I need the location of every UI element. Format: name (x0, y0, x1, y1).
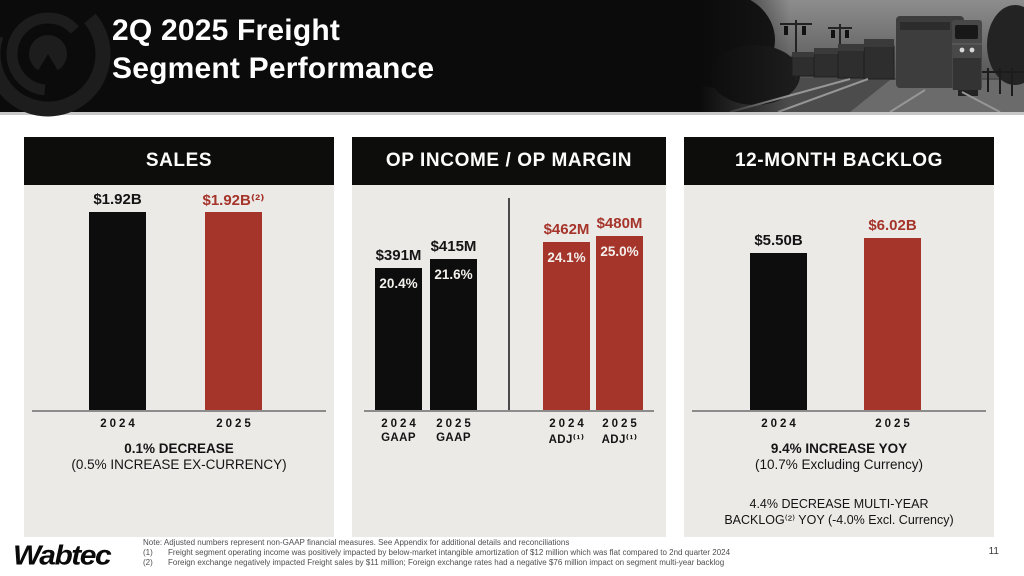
tick-sub: GAAP (436, 432, 471, 444)
op-income-bar-chart: $391M 20.4% 2024 GAAP $415M 21.6% 2025 GAAP $462… (352, 185, 666, 446)
backlog-multiyear-line1: 4.4% DECREASE MULTI-YEAR (749, 497, 929, 511)
backlog-summary-line1: 9.4% INCREASE YOY (770, 441, 908, 456)
tick-year: 2024 (100, 418, 138, 430)
tick-label-2025-adj: 2025 ADJ⁽¹⁾ (599, 418, 640, 446)
panel-backlog-title: 12-MONTH BACKLOG (684, 137, 994, 185)
tick-label-2025: 2025 (872, 418, 913, 430)
bar-2024-adj (543, 242, 590, 410)
tick-year: 2024 (549, 418, 587, 430)
tick-label-2025-gaap: 2025 GAAP (433, 418, 474, 444)
masthead: 2Q 2025 Freight Segment Performance (0, 0, 1024, 117)
footnote-2-text: Foreign exchange negatively impacted Fre… (168, 558, 725, 567)
footnote-1-num: (1) (143, 548, 153, 557)
tick-sub: ADJ⁽¹⁾ (601, 434, 638, 446)
bar-margin-label-2025-adj: 25.0% (600, 244, 639, 259)
page-title-line2: Segment Performance (112, 52, 435, 85)
tick-label-2024: 2024 (758, 418, 799, 430)
footnote-1-text: Freight segment operating income was pos… (168, 548, 731, 557)
tick-sub: GAAP (381, 432, 416, 444)
gaap-adj-divider (508, 198, 510, 410)
backlog-summary-line2: (10.7% Excluding Currency) (754, 457, 924, 472)
wabtec-swirl-logo-icon (0, 0, 111, 117)
tick-label-2025: 2025 (213, 418, 254, 430)
x-axis (364, 410, 654, 412)
bar-2025-adj (596, 236, 643, 410)
bar-2025 (864, 238, 921, 410)
x-axis (692, 410, 986, 412)
tick-year: 2025 (602, 418, 640, 430)
bar-2025-gaap (430, 259, 477, 410)
bar-value-label-2024-adj: $462M (543, 221, 590, 238)
panel-sales: SALES $1.92B 2024 $1.92B⁽²⁾ 2025 0.1% DECRE… (24, 137, 334, 537)
bar-2024 (89, 212, 146, 410)
wabtec-logo: Wabtec (13, 540, 112, 571)
sales-summary: 0.1% DECREASE (0.5% INCREASE EX-CURRENCY… (24, 441, 334, 473)
note-line: Note: Adjusted numbers represent non-GAA… (143, 538, 570, 547)
footnotes: Note: Adjusted numbers represent non-GAA… (143, 538, 803, 568)
backlog-bar-chart: $5.50B 2024 $6.02B 2025 (684, 185, 994, 445)
panel-sales-body: $1.92B 2024 $1.92B⁽²⁾ 2025 0.1% DECREASE (0… (24, 185, 334, 537)
tick-year: 2024 (381, 418, 419, 430)
tick-label-2024-gaap: 2024 GAAP (378, 418, 419, 444)
footnote-2: (2) Foreign exchange negatively impacted… (143, 558, 803, 568)
panel-op-income-body: $391M 20.4% 2024 GAAP $415M 21.6% 2025 GAAP $462… (352, 185, 666, 537)
backlog-multiyear-line2: BACKLOG⁽²⁾ YOY (-4.0% Excl. Currency) (724, 512, 954, 527)
bar-margin-label-2024-gaap: 20.4% (379, 276, 418, 291)
footnote-2-num: (2) (143, 558, 153, 567)
tick-label-2024-adj: 2024 ADJ⁽¹⁾ (546, 418, 587, 446)
bar-2024-gaap (375, 268, 422, 410)
bar-value-label-2025-adj: $480M (596, 215, 643, 232)
bar-value-label-2025: $1.92B⁽²⁾ (202, 192, 265, 209)
tick-sub: ADJ⁽¹⁾ (548, 434, 585, 446)
tick-year: 2025 (216, 418, 254, 430)
page-number: 11 (988, 546, 999, 557)
panel-backlog-body: $5.50B 2024 $6.02B 2025 9.4% INCREASE YOY (… (684, 185, 994, 537)
backlog-multiyear-summary: 4.4% DECREASE MULTI-YEAR BACKLOG⁽²⁾ YOY … (684, 497, 994, 528)
page-title-line1: 2Q 2025 Freight (112, 14, 341, 47)
tick-year: 2024 (761, 418, 799, 430)
bar-value-label-2025: $6.02B (868, 217, 917, 234)
tick-year: 2025 (436, 418, 474, 430)
panel-op-income-title: OP INCOME / OP MARGIN (352, 137, 666, 185)
bar-margin-label-2024-adj: 24.1% (547, 250, 586, 265)
bar-margin-label-2025-gaap: 21.6% (434, 267, 473, 282)
bar-value-label-2024: $5.50B (754, 232, 803, 249)
panel-op-income: OP INCOME / OP MARGIN $391M 20.4% 2024 GAAP… (352, 137, 666, 537)
tick-year: 2025 (875, 418, 913, 430)
x-axis (32, 410, 326, 412)
sales-summary-line1: 0.1% DECREASE (124, 441, 234, 456)
bar-value-label-2024: $1.92B (93, 191, 142, 208)
page-title: 2Q 2025 Freight Segment Performance (112, 12, 434, 88)
train-photo (700, 0, 1024, 112)
sales-summary-line2: (0.5% INCREASE EX-CURRENCY) (71, 457, 287, 472)
footnote-1: (1) Freight segment operating income was… (143, 548, 803, 558)
panel-sales-title: SALES (24, 137, 334, 185)
sales-bar-chart: $1.92B 2024 $1.92B⁽²⁾ 2025 (24, 185, 334, 445)
panel-backlog: 12-MONTH BACKLOG $5.50B 2024 $6.02B 2025 9.… (684, 137, 994, 537)
backlog-summary: 9.4% INCREASE YOY (10.7% Excluding Curre… (684, 441, 994, 473)
tick-label-2024: 2024 (97, 418, 138, 430)
bar-2025 (205, 212, 262, 410)
bar-value-label-2025-gaap: $415M (430, 238, 477, 255)
bar-value-label-2024-gaap: $391M (375, 247, 422, 264)
bar-2024 (750, 253, 807, 410)
